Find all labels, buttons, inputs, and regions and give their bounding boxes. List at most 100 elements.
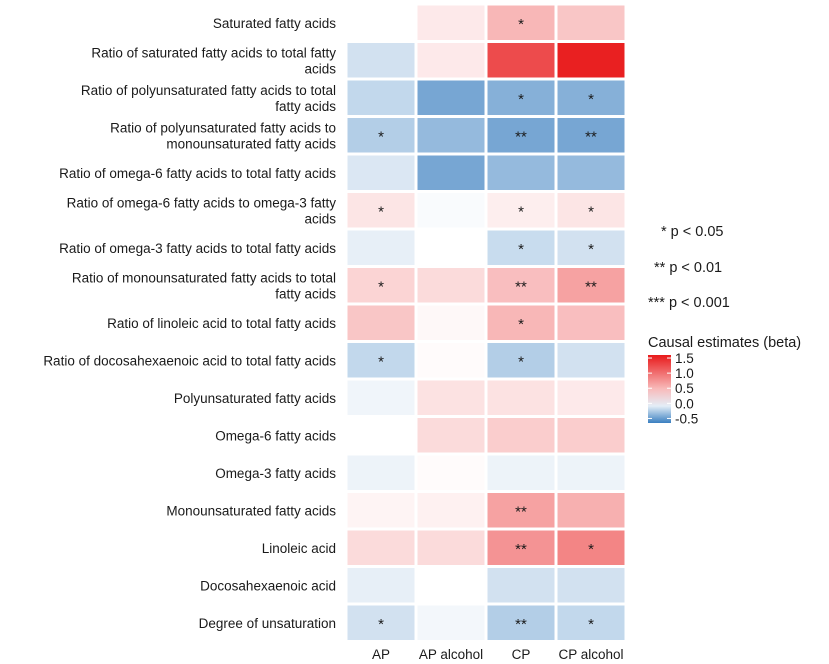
row-label: Ratio of polyunsaturated fatty acids to … [81,83,336,98]
row-label: Ratio of polyunsaturated fatty acids to [110,120,336,135]
heatmap-cell [347,455,415,490]
heatmap-cell [417,193,485,228]
heatmap-cell [557,80,625,115]
significance-mark: * [588,616,594,633]
significance-mark: * [588,241,594,258]
heatmap-cell [347,118,415,153]
heatmap-cell [347,155,415,190]
heatmap-cell [417,455,485,490]
heatmap-cell [417,118,485,153]
row-label: acids [304,211,336,226]
significance-mark: ** [515,616,527,633]
heatmap-cell [347,568,415,603]
significance-mark: * [588,91,594,108]
heatmap-cell [487,5,555,40]
row-label: Degree of unsaturation [199,616,336,631]
column-label: CP alcohol [558,647,623,662]
heatmap-cell [347,43,415,78]
heatmap-cell [557,380,625,415]
heatmap-cell [487,230,555,265]
heatmap-cell [557,493,625,528]
row-label: fatty acids [275,99,336,114]
heatmap-cell [557,268,625,303]
heatmap-cell [487,193,555,228]
heatmap-cell [347,605,415,640]
heatmap-cell [487,568,555,603]
heatmap-cell [487,455,555,490]
heatmap-cell [557,155,625,190]
heatmap-cell [417,605,485,640]
significance-legend: * p < 0.05 ** p < 0.01 *** p < 0.001 [648,224,730,311]
significance-mark: * [378,128,384,145]
legend-tick-label: 0.0 [675,396,694,411]
heatmap-cell [417,5,485,40]
significance-mark: * [518,353,524,370]
heatmap-cell [557,5,625,40]
heatmap-cell [557,118,625,153]
significance-legend-entry: ** p < 0.01 [654,260,722,276]
significance-mark: ** [585,128,597,145]
row-label: Ratio of monounsaturated fatty acids to … [72,270,336,285]
legend-tick-label: -0.5 [675,411,698,426]
heatmap-cell [347,343,415,378]
heatmap-cell [347,493,415,528]
heatmap-cell [487,380,555,415]
color-legend: Causal estimates (beta) 1.51.00.50.0-0.5 [648,335,801,426]
heatmap-cell [417,43,485,78]
heatmap-cell [487,493,555,528]
legend-colorbar [648,355,671,423]
row-label: Omega-6 fatty acids [215,428,336,443]
row-label: Ratio of linoleic acid to total fatty ac… [107,316,336,331]
legend-tick-label: 1.5 [675,351,694,366]
significance-mark: ** [585,278,597,295]
heatmap-cell [417,343,485,378]
heatmap-cell [487,155,555,190]
heatmap-cell [487,530,555,565]
heatmap-cell [417,568,485,603]
row-label: Ratio of omega-6 fatty acids to total fa… [59,166,336,181]
significance-mark: ** [515,278,527,295]
heatmap-cell [347,305,415,340]
column-label: AP alcohol [419,647,483,662]
row-label: Linoleic acid [262,541,336,556]
significance-mark: * [518,203,524,220]
heatmap-cell [487,43,555,78]
row-label: Ratio of omega-6 fatty acids to omega-3 … [67,195,337,210]
heatmap-cell [417,305,485,340]
heatmap-cell [417,230,485,265]
heatmap-cell [557,305,625,340]
row-label: Ratio of saturated fatty acids to total … [91,45,336,60]
heatmap-cell [487,268,555,303]
column-label: AP [372,647,390,662]
significance-legend-entry: * p < 0.05 [661,224,723,240]
significance-mark: ** [515,541,527,558]
heatmap-cell [557,568,625,603]
significance-mark: * [378,203,384,220]
heatmap-cell [417,155,485,190]
heatmap-cell [347,193,415,228]
heatmap-cell [417,268,485,303]
significance-mark: * [518,16,524,33]
heatmap-cell [417,418,485,453]
heatmap-cell [487,418,555,453]
significance-mark: * [588,541,594,558]
heatmap-cell [417,530,485,565]
heatmap-cell [347,230,415,265]
heatmap-cell [557,343,625,378]
significance-mark: * [378,616,384,633]
heatmap-cell [557,43,625,78]
significance-mark: * [378,353,384,370]
heatmap-cell [557,230,625,265]
significance-mark: * [518,241,524,258]
heatmap-cell [347,80,415,115]
row-label: Ratio of omega-3 fatty acids to total fa… [59,241,336,256]
heatmap-cell [487,118,555,153]
row-label: Saturated fatty acids [213,16,336,31]
legend-title: Causal estimates (beta) [648,335,801,351]
heatmap-cell [347,418,415,453]
heatmap-cell [417,380,485,415]
significance-mark: * [518,316,524,333]
legend-tick-label: 1.0 [675,366,694,381]
row-label: Omega-3 fatty acids [215,466,336,481]
